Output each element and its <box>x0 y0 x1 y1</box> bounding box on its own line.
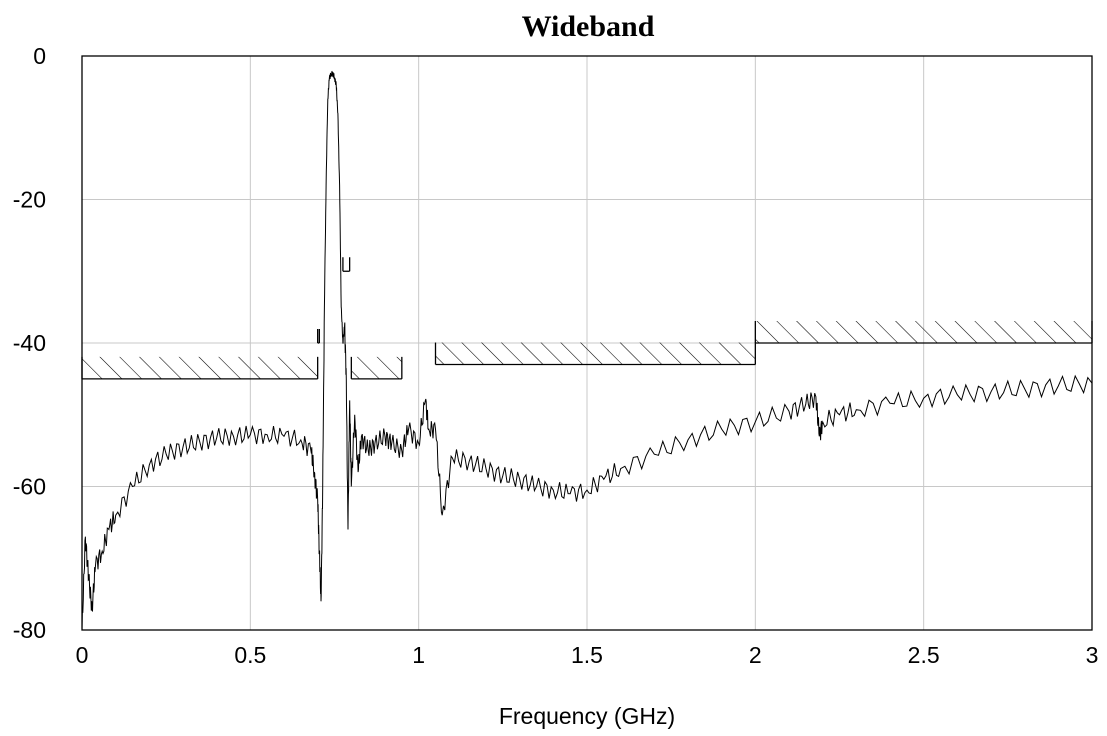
mask-hatch <box>82 356 318 379</box>
y-tick-labels: 0 -20 -40 -60 -80 <box>13 43 46 643</box>
series-trace <box>81 70 1093 631</box>
y-tick-label: -80 <box>13 617 46 643</box>
chart-title: Wideband <box>522 10 655 43</box>
y-tick-label: -60 <box>13 474 46 500</box>
x-tick-label: 0 <box>76 642 89 668</box>
x-axis-label: Frequency (GHz) <box>499 703 675 729</box>
mask-hatch <box>351 356 402 379</box>
mask-hatch <box>755 321 1092 343</box>
mask-hatch <box>435 342 756 365</box>
y-tick-label: 0 <box>33 43 46 69</box>
x-tick-label: 0.5 <box>234 642 266 668</box>
y-tick-label: -40 <box>13 330 46 356</box>
x-tick-label: 3 <box>1086 642 1099 668</box>
x-tick-labels: 0 0.5 1 1.5 2 2.5 3 <box>76 642 1099 668</box>
x-tick-label: 1 <box>412 642 425 668</box>
x-tick-label: 2 <box>749 642 762 668</box>
mask-limits <box>81 257 1093 380</box>
y-tick-label: -20 <box>13 187 46 213</box>
x-tick-label: 1.5 <box>571 642 603 668</box>
x-tick-label: 2.5 <box>908 642 940 668</box>
plot-frame <box>81 55 1093 631</box>
